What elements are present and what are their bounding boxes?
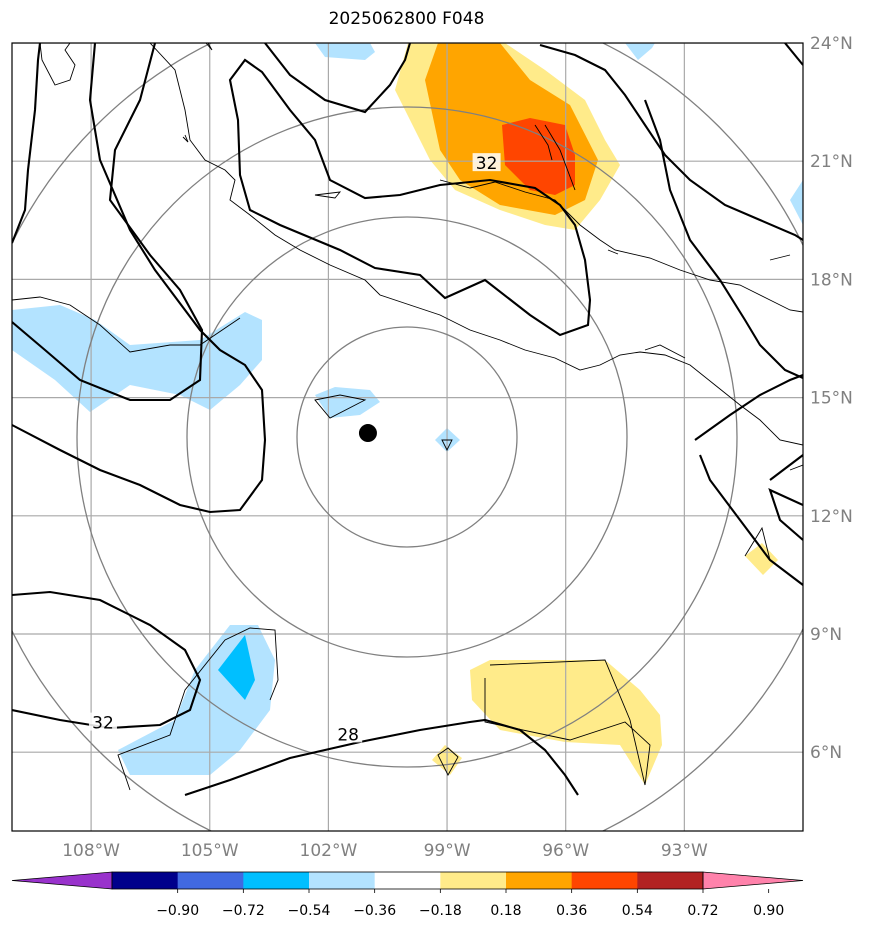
thick-contours [12, 43, 803, 796]
latitude-labels: 24°N 21°N 18°N 15°N 12°N 9°N 6°N [810, 34, 853, 763]
gridlines [12, 43, 803, 831]
colorbar-tick-label: 0.18 [490, 903, 521, 919]
storm-center-dot [358, 424, 377, 443]
lat-tick-label: 12°N [810, 507, 853, 527]
colorbar-tick-label: 0.54 [622, 903, 653, 919]
lat-tick-label: 21°N [810, 152, 853, 172]
colorbar-segment [243, 872, 310, 889]
anomaly-patch [12, 305, 262, 412]
lat-tick-label: 15°N [810, 389, 853, 409]
colorbar-tick-label: −0.36 [353, 903, 396, 919]
lon-tick-label: 93°W [661, 841, 708, 861]
anomaly-patch [502, 118, 575, 195]
contour-label: 32 [92, 714, 114, 734]
lon-tick-label: 96°W [542, 841, 589, 861]
colorbar: −0.90 −0.72 −0.54 −0.36 −0.18 0.18 0.36 0.54 0.7… [11, 871, 804, 919]
colorbar-segment [637, 872, 704, 889]
colorbar-tick-label: 0.72 [687, 903, 718, 919]
contour-label: 32 [476, 154, 498, 174]
contour-label-bg [334, 724, 363, 743]
longitude-labels: 108°W 105°W 102°W 99°W 96°W 93°W [62, 841, 708, 861]
lon-tick-label: 105°W [181, 841, 239, 861]
contour-labels: 32 32 28 [88, 153, 501, 745]
colorbar-max-extend [702, 871, 804, 890]
lat-tick-label: 6°N [810, 743, 842, 763]
colorbar-segment [440, 872, 507, 889]
colorbar-segment [177, 872, 244, 889]
lon-tick-label: 108°W [62, 841, 120, 861]
colorbar-segment [112, 872, 179, 889]
map-title: 2025062800 F048 [328, 9, 485, 29]
lat-tick-label: 9°N [810, 625, 842, 645]
lat-tick-label: 24°N [810, 34, 853, 54]
colorbar-tick-label: −0.54 [288, 903, 331, 919]
anomaly-patch [315, 43, 375, 60]
lon-tick-label: 102°W [300, 841, 358, 861]
colorbar-tick-label: 0.90 [753, 903, 784, 919]
colorbar-segment [506, 872, 573, 889]
colorbar-segment [374, 872, 441, 889]
lat-tick-label: 18°N [810, 270, 853, 290]
anomaly-patch [625, 43, 655, 60]
colorbar-tick-label: 0.36 [556, 903, 587, 919]
range-rings [12, 43, 803, 831]
contour-label-bg [472, 153, 501, 172]
contour-label: 28 [337, 725, 359, 745]
colorbar-tick-label: −0.72 [222, 903, 265, 919]
anomaly-patch [790, 180, 803, 225]
lon-tick-label: 99°W [424, 841, 471, 861]
anomaly-patch [315, 387, 380, 418]
colorbar-tick-label: −0.18 [419, 903, 462, 919]
colorbar-tick-label: −0.90 [156, 903, 199, 919]
contour-label-bg [88, 712, 117, 731]
colorbar-outline [111, 871, 704, 890]
anomaly-patch [745, 543, 778, 575]
center-marker [358, 424, 377, 443]
colorbar-min-extend [11, 871, 113, 890]
colorbar-segment [571, 872, 638, 889]
map-frame [11, 42, 804, 832]
anomaly-patch [218, 635, 255, 700]
colorbar-segment [309, 872, 376, 889]
